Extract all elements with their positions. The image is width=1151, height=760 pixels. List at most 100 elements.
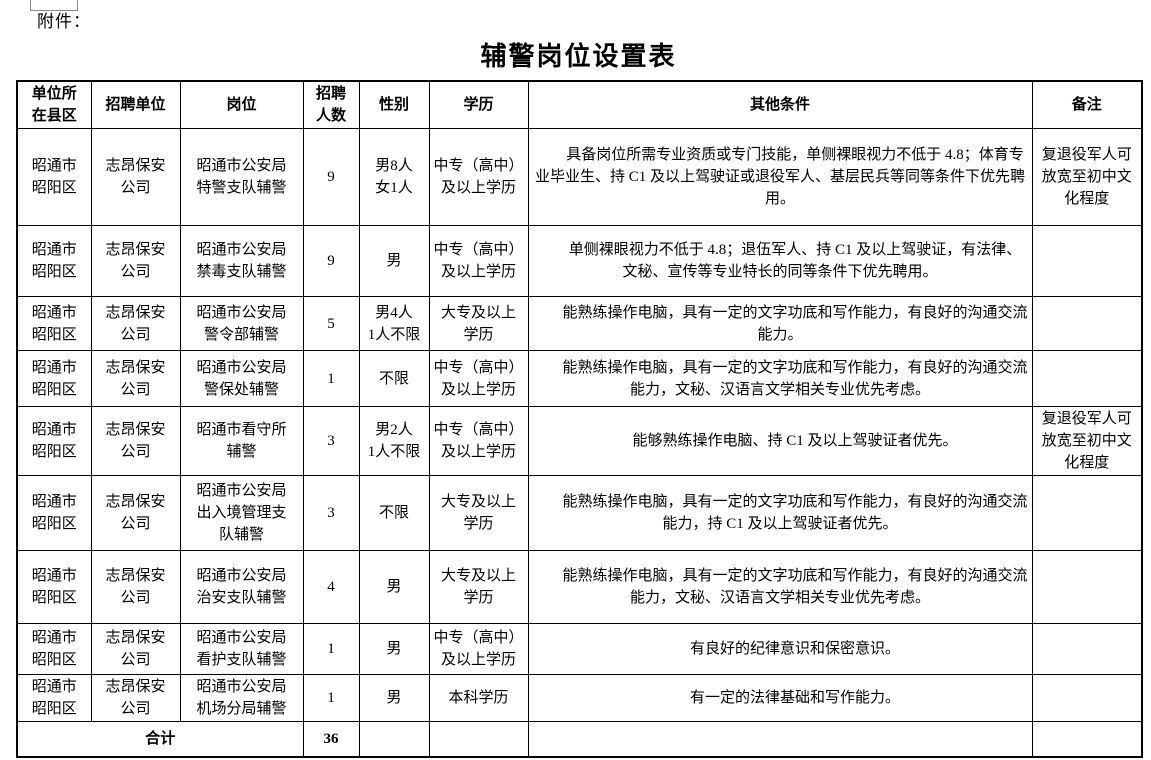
cell-education: 大专及以上 学历 <box>428 550 529 624</box>
cell-recruiter: 志昂保安 公司 <box>90 475 181 551</box>
cell-remark <box>1031 475 1143 551</box>
cell-remark <box>1031 623 1143 675</box>
cell-conditions: 单侧裸眼视力不低于 4.8；退伍军人、持 C1 及以上驾驶证，有法律、文秘、宣传… <box>527 225 1033 297</box>
cell-county: 昭通市 昭阳区 <box>16 296 92 351</box>
cell-position: 昭通市公安局 警令部辅警 <box>179 296 304 351</box>
cell-position: 昭通市公安局 出入境管理支 队辅警 <box>179 475 304 551</box>
col-header-county: 单位所 在县区 <box>16 80 92 129</box>
cell-education: 中专（高中） 及以上学历 <box>428 406 529 476</box>
cell-county: 昭通市 昭阳区 <box>16 406 92 476</box>
cell-county: 昭通市 昭阳区 <box>16 550 92 624</box>
cell-count: 1 <box>302 674 360 722</box>
cell-remark: 复退役军人可放宽至初中文化程度 <box>1031 406 1143 476</box>
cell-conditions: 能够熟练操作电脑、持 C1 及以上驾驶证者优先。 <box>527 406 1033 476</box>
cell-gender: 男 <box>358 550 430 624</box>
cell-recruiter: 志昂保安 公司 <box>90 128 181 226</box>
cell-gender: 男 <box>358 225 430 297</box>
cell-remark: 复退役军人可放宽至初中文化程度 <box>1031 128 1143 226</box>
cell-education: 中专（高中） 及以上学历 <box>428 225 529 297</box>
cell-count: 1 <box>302 623 360 675</box>
col-header-count: 招聘 人数 <box>302 80 360 129</box>
page-title: 辅警岗位设置表 <box>480 42 677 71</box>
cell-conditions: 有一定的法律基础和写作能力。 <box>527 674 1033 722</box>
cell-gender: 男 <box>358 623 430 675</box>
cell-gender: 男8人 女1人 <box>358 128 430 226</box>
total-empty-conditions <box>527 721 1033 757</box>
table-row: 昭通市 昭阳区 志昂保安 公司 昭通市公安局 特警支队辅警 9 男8人 女1人 … <box>16 128 1143 226</box>
cell-recruiter: 志昂保安 公司 <box>90 674 181 722</box>
cell-education: 中专（高中） 及以上学历 <box>428 350 529 407</box>
cell-remark <box>1031 550 1143 624</box>
cell-position: 昭通市公安局 禁毒支队辅警 <box>179 225 304 297</box>
cell-remark <box>1031 296 1143 351</box>
cell-education: 大专及以上 学历 <box>428 475 529 551</box>
cell-count: 1 <box>302 350 360 407</box>
total-empty-gender <box>358 721 430 757</box>
cell-recruiter: 志昂保安 公司 <box>90 225 181 297</box>
cell-conditions: 能熟练操作电脑，具有一定的文字功底和写作能力，有良好的沟通交流能力，文秘、汉语言… <box>527 550 1033 624</box>
total-count: 36 <box>302 721 360 757</box>
col-header-conditions: 其他条件 <box>527 80 1033 129</box>
col-header-remark: 备注 <box>1031 80 1143 129</box>
cell-recruiter: 志昂保安 公司 <box>90 623 181 675</box>
cell-recruiter: 志昂保安 公司 <box>90 406 181 476</box>
cell-gender: 男 <box>358 674 430 722</box>
cell-gender: 不限 <box>358 475 430 551</box>
table-row: 昭通市 昭阳区 志昂保安 公司 昭通市公安局 看护支队辅警 1 男 中专（高中）… <box>16 623 1143 675</box>
total-empty-education <box>428 721 529 757</box>
positions-table: 单位所 在县区 招聘单位 岗位 招聘 人数 性别 学历 其他条件 备注 昭通市 … <box>16 80 1143 758</box>
table-total-row: 合计 36 <box>16 721 1143 757</box>
page-corner-box <box>30 0 78 11</box>
cell-position: 昭通市公安局 治安支队辅警 <box>179 550 304 624</box>
cell-count: 3 <box>302 475 360 551</box>
cell-gender: 男4人 1人不限 <box>358 296 430 351</box>
table-header-row: 单位所 在县区 招聘单位 岗位 招聘 人数 性别 学历 其他条件 备注 <box>16 80 1143 129</box>
cell-count: 9 <box>302 128 360 226</box>
cell-conditions: 有良好的纪律意识和保密意识。 <box>527 623 1033 675</box>
cell-conditions: 能熟练操作电脑，具有一定的文字功底和写作能力，有良好的沟通交流能力。 <box>527 296 1033 351</box>
col-header-education: 学历 <box>428 80 529 129</box>
total-empty-remark <box>1031 721 1143 757</box>
attachment-label: 附件： <box>37 12 91 31</box>
cell-county: 昭通市 昭阳区 <box>16 350 92 407</box>
total-label: 合计 <box>16 721 304 757</box>
col-header-position: 岗位 <box>179 80 304 129</box>
col-header-gender: 性别 <box>358 80 430 129</box>
cell-count: 5 <box>302 296 360 351</box>
cell-position: 昭通市公安局 看护支队辅警 <box>179 623 304 675</box>
cell-conditions: 能熟练操作电脑，具有一定的文字功底和写作能力，有良好的沟通交流能力，持 C1 及… <box>527 475 1033 551</box>
cell-recruiter: 志昂保安 公司 <box>90 550 181 624</box>
cell-count: 4 <box>302 550 360 624</box>
table-row: 昭通市 昭阳区 志昂保安 公司 昭通市公安局 警令部辅警 5 男4人 1人不限 … <box>16 296 1143 351</box>
cell-position: 昭通市看守所 辅警 <box>179 406 304 476</box>
cell-count: 3 <box>302 406 360 476</box>
cell-county: 昭通市 昭阳区 <box>16 128 92 226</box>
table-row: 昭通市 昭阳区 志昂保安 公司 昭通市公安局 警保处辅警 1 不限 中专（高中）… <box>16 350 1143 407</box>
cell-recruiter: 志昂保安 公司 <box>90 296 181 351</box>
cell-conditions: 能熟练操作电脑，具有一定的文字功底和写作能力，有良好的沟通交流能力，文秘、汉语言… <box>527 350 1033 407</box>
cell-county: 昭通市 昭阳区 <box>16 475 92 551</box>
cell-county: 昭通市 昭阳区 <box>16 674 92 722</box>
cell-position: 昭通市公安局 特警支队辅警 <box>179 128 304 226</box>
cell-remark <box>1031 225 1143 297</box>
cell-remark <box>1031 350 1143 407</box>
cell-position: 昭通市公安局 警保处辅警 <box>179 350 304 407</box>
cell-count: 9 <box>302 225 360 297</box>
cell-education: 中专（高中） 及以上学历 <box>428 623 529 675</box>
cell-education: 大专及以上 学历 <box>428 296 529 351</box>
cell-county: 昭通市 昭阳区 <box>16 623 92 675</box>
cell-gender: 男2人 1人不限 <box>358 406 430 476</box>
col-header-recruiter: 招聘单位 <box>90 80 181 129</box>
cell-gender: 不限 <box>358 350 430 407</box>
table-row: 昭通市 昭阳区 志昂保安 公司 昭通市公安局 出入境管理支 队辅警 3 不限 大… <box>16 475 1143 551</box>
table-row: 昭通市 昭阳区 志昂保安 公司 昭通市公安局 机场分局辅警 1 男 本科学历 有… <box>16 674 1143 722</box>
cell-position: 昭通市公安局 机场分局辅警 <box>179 674 304 722</box>
table-row: 昭通市 昭阳区 志昂保安 公司 昭通市公安局 治安支队辅警 4 男 大专及以上 … <box>16 550 1143 624</box>
cell-county: 昭通市 昭阳区 <box>16 225 92 297</box>
cell-conditions: 具备岗位所需专业资质或专门技能，单侧裸眼视力不低于 4.8；体育专业毕业生、持 … <box>527 128 1033 226</box>
cell-education: 本科学历 <box>428 674 529 722</box>
table-row: 昭通市 昭阳区 志昂保安 公司 昭通市看守所 辅警 3 男2人 1人不限 中专（… <box>16 406 1143 476</box>
cell-recruiter: 志昂保安 公司 <box>90 350 181 407</box>
cell-education: 中专（高中） 及以上学历 <box>428 128 529 226</box>
cell-remark <box>1031 674 1143 722</box>
